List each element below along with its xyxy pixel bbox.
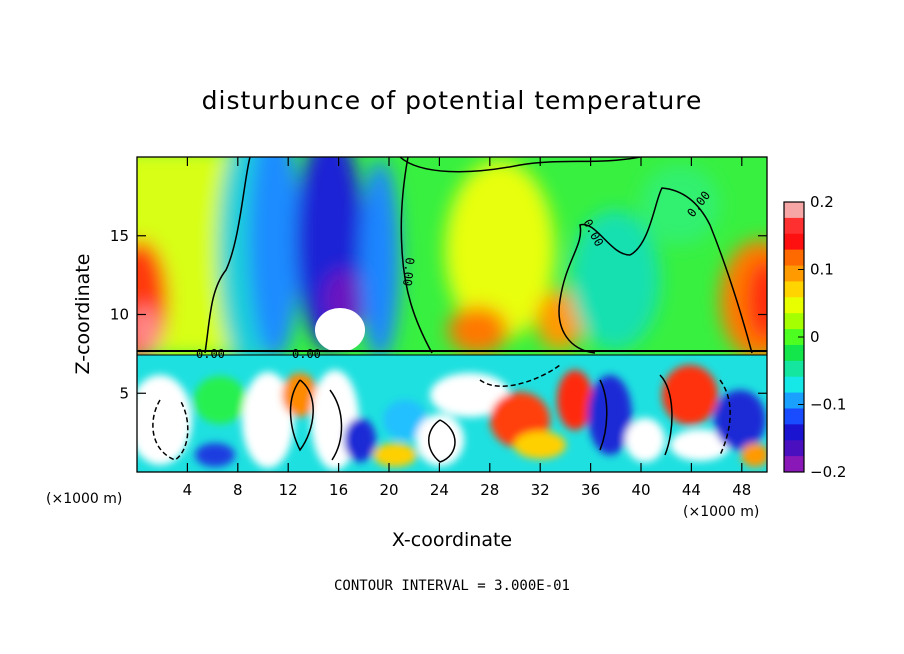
colorbar-swatch bbox=[784, 217, 804, 235]
colorbar-swatch bbox=[784, 297, 804, 314]
colorbar-tick-label: 0.2 bbox=[810, 193, 834, 211]
colorbar-swatch bbox=[784, 456, 804, 473]
colorbar-tick-label: 0.1 bbox=[810, 261, 834, 279]
x-tick-label: 20 bbox=[379, 481, 398, 499]
y-tick-label: 5 bbox=[119, 384, 129, 402]
colorbar-swatch bbox=[784, 440, 804, 457]
x-axis-label: X-coordinate bbox=[392, 529, 512, 551]
y-tick-label: 10 bbox=[110, 306, 129, 324]
x-tick-label: 36 bbox=[581, 481, 600, 499]
y-ticks: 5 10 15 bbox=[110, 227, 767, 402]
colorbar-tick-label: −0.2 bbox=[810, 463, 846, 481]
colorbar-swatch bbox=[784, 202, 804, 219]
x-tick-label: 32 bbox=[531, 481, 550, 499]
colorbar-swatch bbox=[784, 249, 804, 267]
x-tick-label: 8 bbox=[233, 481, 243, 499]
y-axis-label: Z-coordinate bbox=[72, 254, 94, 375]
x-tick-label: 12 bbox=[279, 481, 298, 499]
x-tick-label: 24 bbox=[430, 481, 449, 499]
y-tick-label: 15 bbox=[110, 227, 129, 245]
contour-label: 0.00 bbox=[292, 347, 321, 361]
colorbar-tick-label: 0 bbox=[810, 328, 820, 346]
contour-label: 0.00 bbox=[196, 347, 225, 361]
x-tick-label: 40 bbox=[631, 481, 650, 499]
colorbar-swatch bbox=[784, 313, 804, 330]
contour-lines bbox=[137, 157, 767, 463]
colorbar-swatch bbox=[784, 233, 804, 251]
colorbar: 0.2 0.1 0 −0.1 −0.2 bbox=[783, 193, 846, 481]
contour-label: 0.00 bbox=[400, 257, 417, 287]
colorbar-swatch bbox=[784, 376, 804, 394]
contour-interval-note: CONTOUR INTERVAL = 3.000E-01 bbox=[333, 578, 570, 594]
colorbar-swatch bbox=[784, 424, 804, 441]
colorbar-swatch bbox=[784, 392, 804, 409]
x-tick-label: 28 bbox=[480, 481, 499, 499]
colorbar-swatch bbox=[784, 265, 804, 282]
colorbar-tick-label: −0.1 bbox=[810, 396, 846, 414]
colorbar-swatch bbox=[784, 281, 804, 298]
colorbar-swatch bbox=[784, 360, 804, 378]
heatmap-field bbox=[137, 157, 767, 472]
colorbar-swatch bbox=[784, 408, 804, 425]
x-tick-label: 44 bbox=[682, 481, 701, 499]
colorbar-swatch bbox=[784, 344, 804, 362]
x-ticks: 4 8 12 16 20 24 28 32 36 40 44 48 bbox=[183, 157, 751, 499]
chart-title: disturbunce of potential temperature bbox=[201, 86, 703, 115]
x-tick-label: 4 bbox=[183, 481, 193, 499]
colorbar-swatch bbox=[784, 329, 804, 346]
x-tick-label: 48 bbox=[732, 481, 751, 499]
x-tick-label: 16 bbox=[329, 481, 348, 499]
x-unit-label: (×1000 m) bbox=[683, 504, 759, 520]
y-unit-label: (×1000 m) bbox=[46, 491, 122, 507]
